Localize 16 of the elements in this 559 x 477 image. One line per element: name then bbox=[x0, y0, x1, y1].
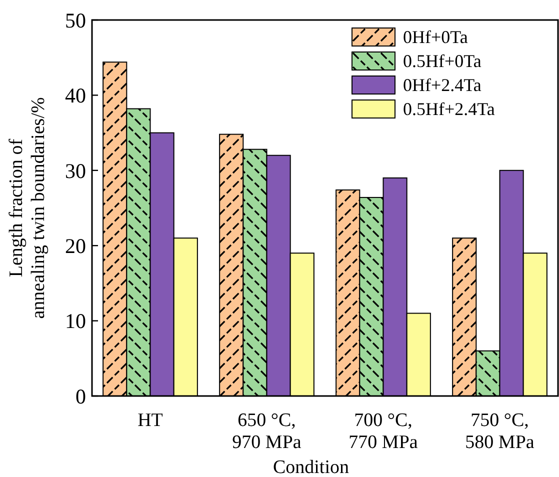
y-tick-label: 40 bbox=[65, 84, 86, 108]
x-tick-label: 750 °C, 580 MPa bbox=[465, 410, 535, 453]
legend-label: 0.5Hf+0Ta bbox=[403, 51, 482, 71]
legend-label: 0Hf+2.4Ta bbox=[403, 75, 482, 95]
y-tick-label: 0 bbox=[76, 384, 86, 408]
y-tick-label: 20 bbox=[65, 234, 86, 258]
y-tick-label: 30 bbox=[65, 158, 86, 183]
legend-label: 0.5Hf+2.4Ta bbox=[403, 99, 495, 119]
y-tick-label: 50 bbox=[65, 8, 86, 32]
x-tick-label: 650 °C, 970 MPa bbox=[232, 410, 302, 453]
y-tick-label: 10 bbox=[65, 309, 86, 334]
y-axis-title: Length fraction of annealing twin boundaries/% bbox=[6, 97, 49, 319]
x-tick-label: HT bbox=[138, 410, 164, 431]
legend-label: 0Hf+0Ta bbox=[403, 27, 468, 47]
x-tick-label: 700 °C, 770 MPa bbox=[348, 410, 418, 453]
x-axis-title: Condition bbox=[272, 457, 350, 477]
